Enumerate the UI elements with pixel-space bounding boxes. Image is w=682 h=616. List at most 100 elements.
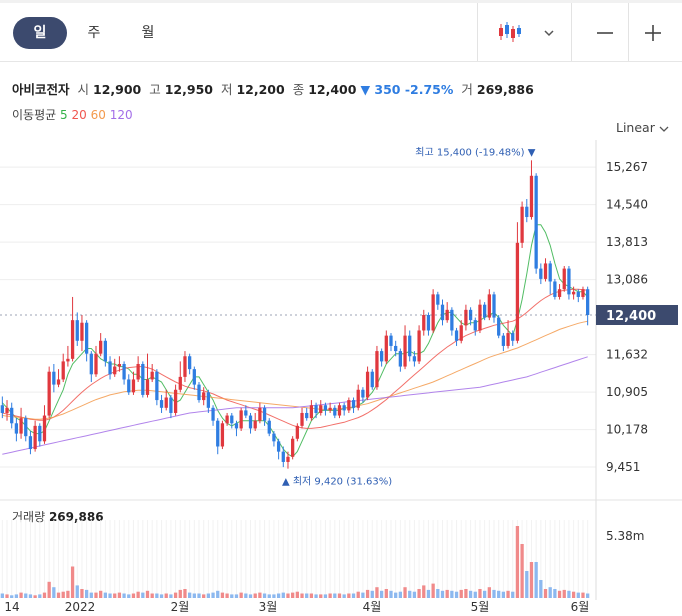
candle-body [5, 407, 9, 413]
candle-body [384, 335, 388, 362]
candle-body [197, 384, 201, 401]
volume-bar [567, 590, 571, 598]
candle-body [253, 420, 257, 429]
volume-bar [14, 594, 19, 598]
volume-bar [557, 590, 562, 598]
volume-bar [66, 590, 70, 598]
volume-bar [571, 591, 576, 598]
volume-bar [0, 593, 4, 598]
volume-bar [464, 589, 468, 598]
candle-body [323, 405, 328, 411]
candle-body [291, 438, 295, 457]
candle-body [244, 410, 248, 416]
volume-bar [75, 585, 79, 598]
tab-weekly[interactable]: 주 [87, 25, 101, 41]
volume-bar [379, 590, 384, 598]
volume-bar [361, 592, 365, 598]
plus-icon[interactable] [642, 22, 664, 44]
volume-bar [356, 591, 360, 598]
candle-body [150, 371, 154, 380]
volume-bar [436, 589, 440, 598]
price-tick-label: 10,178 [606, 423, 648, 437]
volume-bar [337, 593, 342, 598]
volume-bar [534, 562, 538, 598]
candle-body [206, 392, 211, 408]
candle-body [61, 361, 65, 380]
volume-bar [576, 592, 580, 598]
volume-bar [117, 592, 122, 598]
chevron-down-icon [659, 126, 669, 132]
candle-body [127, 379, 131, 393]
price-tick-label: 11,632 [606, 348, 648, 362]
candle-body [576, 291, 580, 297]
minus-icon[interactable] [594, 22, 616, 44]
volume-bar [220, 592, 225, 598]
tab-daily[interactable]: 일 [13, 17, 67, 49]
change-value: ▼ 350 -2.75% [360, 82, 454, 97]
chevron-down-icon[interactable] [542, 25, 556, 39]
candle-body [136, 363, 140, 380]
volume-bar [328, 593, 332, 598]
candle-body [454, 330, 459, 341]
volume-bar [52, 587, 56, 598]
candle-body [408, 335, 412, 357]
candle-body [394, 345, 398, 352]
high-annotation: 최고 15,400 (-19.48%) ▼ [415, 146, 535, 158]
candle-body [122, 363, 126, 380]
candle-body [459, 325, 463, 341]
volume-bar [450, 590, 454, 598]
ma-20: 20 [71, 108, 87, 122]
current-price-badge [596, 305, 678, 325]
volume-bar [159, 594, 164, 598]
candle-body [347, 400, 351, 411]
candle-body [440, 304, 445, 321]
volume-bar [319, 594, 323, 598]
volume-bar [211, 592, 215, 598]
volume-bar [5, 594, 9, 598]
volume-bar [291, 592, 295, 598]
candle-body [42, 415, 47, 442]
candle-body [548, 263, 552, 282]
candle-body [28, 436, 33, 450]
ma-120-line [2, 356, 588, 455]
volume-bar [28, 594, 33, 598]
ma-legend[interactable]: 이동평균 5 20 60 120 [12, 106, 133, 123]
candle-body [450, 309, 454, 331]
ma-60: 60 [90, 108, 106, 122]
volume-bar [61, 591, 65, 598]
scale-selector[interactable]: Linear [616, 120, 669, 135]
tab-monthly[interactable]: 월 [141, 25, 155, 41]
volume-bar [445, 589, 449, 598]
candle-body [24, 418, 28, 437]
price-tick-label: 15,267 [606, 160, 648, 174]
candle-body [202, 392, 206, 401]
candlestick-icon[interactable] [497, 19, 523, 45]
candle-body [33, 425, 37, 450]
volume-panel-value: 269,886 [49, 510, 104, 524]
volume-bar [314, 594, 318, 598]
price-tick-label: 14,540 [606, 198, 648, 212]
ma-label: 이동평균 [12, 108, 57, 122]
volume-bar [501, 591, 506, 598]
candle-body [309, 405, 314, 419]
ma-20-line [2, 288, 588, 429]
volume-bar [468, 590, 473, 598]
toolbar-divider [571, 3, 572, 61]
candle-body [351, 400, 356, 408]
candle-body [117, 363, 122, 367]
volume-bar [47, 581, 51, 598]
volume-bar [586, 593, 590, 598]
volume-bar [70, 566, 75, 598]
candle-body [501, 335, 506, 346]
candle-body [10, 407, 14, 424]
volume-bar [375, 587, 379, 598]
volume-bar [262, 593, 267, 598]
volume-bar [136, 591, 140, 598]
current-price-label: 12,400 [606, 309, 656, 324]
volume-bar [84, 589, 89, 598]
volume-bar [258, 592, 262, 598]
volume-bar [459, 589, 463, 598]
candle-body [365, 371, 370, 398]
candle-body [155, 371, 159, 401]
